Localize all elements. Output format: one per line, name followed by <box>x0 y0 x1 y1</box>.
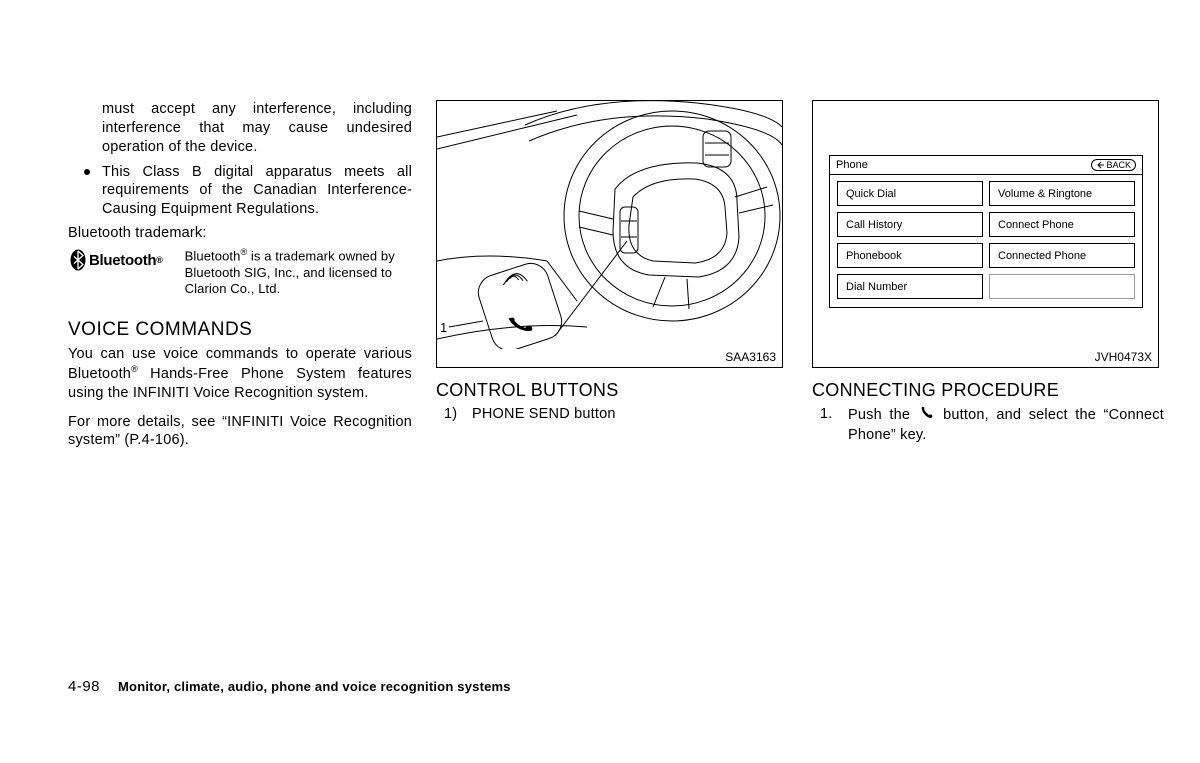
menu-connected-phone: Connected Phone <box>989 243 1135 268</box>
bluetooth-logo: Bluetooth® <box>70 249 163 271</box>
back-button-label: BACK <box>1106 160 1131 170</box>
phone-menu-col-right: Volume & Ringtone Connect Phone Connecte… <box>986 181 1138 299</box>
page-footer: 4-98 Monitor, climate, audio, phone and … <box>68 678 511 695</box>
menu-call-history: Call History <box>837 212 983 237</box>
menu-volume-ringtone: Volume & Ringtone <box>989 181 1135 206</box>
page-columns: must accept any interference, including … <box>68 100 1144 450</box>
voice-commands-heading: VOICE COMMANDS <box>68 319 412 341</box>
connecting-procedure-list: 1. Push the button, and select the “Conn… <box>812 405 1164 445</box>
column-left: must accept any interference, including … <box>68 100 412 450</box>
phone-screen: Phone BACK Quick Dial Call History Phone… <box>829 155 1143 308</box>
menu-dial-number: Dial Number <box>837 274 983 299</box>
bluetooth-legal-text: Bluetooth® is a trademark owned by Bluet… <box>185 247 412 297</box>
back-arrow-icon <box>1096 161 1104 169</box>
list-item-number: 1) <box>444 405 472 425</box>
control-buttons-list: 1) PHONE SEND button <box>436 405 788 425</box>
menu-empty <box>989 274 1135 299</box>
bullet-text: This Class B digital apparatus meets all… <box>102 163 412 220</box>
bullet-dot-icon <box>84 169 90 175</box>
list-item: 1. Push the button, and select the “Conn… <box>812 405 1164 445</box>
footer-section-title: Monitor, climate, audio, phone and voice… <box>118 679 511 694</box>
voice-commands-p2: For more details, see “INFINITI Voice Re… <box>68 413 412 451</box>
connecting-procedure-heading: CONNECTING PROCEDURE <box>812 380 1164 401</box>
figure-phone-menu: Phone BACK Quick Dial Call History Phone… <box>812 100 1159 368</box>
phone-menu-grid: Quick Dial Call History Phonebook Dial N… <box>830 175 1142 307</box>
voice-commands-p1: You can use voice commands to operate va… <box>68 345 412 402</box>
back-button: BACK <box>1091 159 1136 171</box>
menu-quick-dial: Quick Dial <box>837 181 983 206</box>
callout-number-1: 1 <box>440 320 447 335</box>
bluetooth-row: Bluetooth® Bluetooth® is a trademark own… <box>68 247 412 297</box>
control-buttons-heading: CONTROL BUTTONS <box>436 380 788 401</box>
column-middle: 1 SAA3163 CONTROL BUTTONS 1) PHONE SEND … <box>436 100 788 450</box>
phone-handset-icon <box>920 405 934 426</box>
menu-phonebook: Phonebook <box>837 243 983 268</box>
phone-screen-header: Phone BACK <box>830 156 1142 175</box>
list-item-number: 1. <box>820 405 848 445</box>
bullet-item: This Class B digital apparatus meets all… <box>84 163 412 220</box>
figure-code-2: JVH0473X <box>1095 350 1152 364</box>
bluetooth-logo-text: Bluetooth <box>89 252 156 269</box>
steering-wheel-illustration: 1 <box>437 101 782 367</box>
bluetooth-icon <box>70 249 86 271</box>
figure-steering-wheel: 1 SAA3163 <box>436 100 783 368</box>
list-item-text-a: Push the <box>848 407 918 423</box>
page-number: 4-98 <box>68 678 100 695</box>
phone-screen-title: Phone <box>836 159 868 171</box>
menu-connect-phone: Connect Phone <box>989 212 1135 237</box>
figure-code-1: SAA3163 <box>725 350 776 364</box>
list-item: 1) PHONE SEND button <box>436 405 788 425</box>
list-item-text: PHONE SEND button <box>472 405 788 425</box>
continued-text: must accept any interference, including … <box>102 100 412 157</box>
list-item-text: Push the button, and select the “Connect… <box>848 405 1164 445</box>
column-right: Phone BACK Quick Dial Call History Phone… <box>812 100 1164 450</box>
phone-menu-col-left: Quick Dial Call History Phonebook Dial N… <box>834 181 986 299</box>
bluetooth-trademark-label: Bluetooth trademark: <box>68 225 412 241</box>
